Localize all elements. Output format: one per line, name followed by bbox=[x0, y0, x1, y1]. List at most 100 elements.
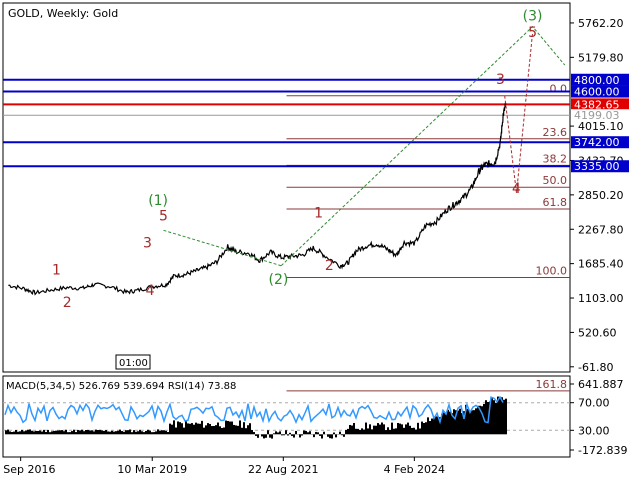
indicator-panel-frame bbox=[2, 375, 571, 458]
macd-histogram-bar bbox=[457, 410, 459, 435]
wave-label: 5 bbox=[528, 25, 537, 41]
macd-histogram-bar bbox=[223, 427, 225, 435]
macd-histogram-bar bbox=[59, 430, 61, 435]
macd-histogram-bar bbox=[143, 432, 145, 435]
macd-histogram-bar bbox=[79, 430, 81, 435]
fib-level-label: 0.0 bbox=[550, 83, 568, 96]
macd-histogram-bar bbox=[293, 434, 295, 438]
macd-histogram-bar bbox=[103, 430, 105, 435]
macd-histogram-bar bbox=[221, 427, 223, 435]
macd-histogram-bar bbox=[363, 429, 365, 435]
macd-histogram-bar bbox=[201, 420, 203, 435]
macd-histogram-bar bbox=[331, 434, 333, 439]
macd-histogram-bar bbox=[279, 431, 281, 435]
y-axis-tick-label: 2850.20 bbox=[578, 189, 624, 202]
price-tag-label: 3335.00 bbox=[574, 160, 620, 173]
macd-histogram-bar bbox=[253, 432, 255, 435]
price-tag-label: 4199.03 bbox=[574, 109, 620, 122]
macd-histogram-bar bbox=[35, 430, 37, 435]
macd-histogram-bar bbox=[475, 408, 477, 435]
macd-histogram-bar bbox=[227, 420, 229, 435]
macd-histogram-bar bbox=[41, 431, 43, 435]
macd-histogram-bar bbox=[291, 434, 293, 436]
macd-histogram-bar bbox=[25, 430, 27, 435]
macd-histogram-bar bbox=[163, 430, 165, 435]
macd-histogram-bar bbox=[199, 423, 201, 435]
macd-histogram-bar bbox=[333, 432, 335, 435]
price-tag-box bbox=[571, 73, 629, 86]
macd-histogram-bar bbox=[273, 433, 275, 435]
macd-histogram-bar bbox=[131, 432, 133, 435]
macd-histogram-bar bbox=[189, 423, 191, 435]
macd-histogram-bar bbox=[387, 427, 389, 435]
macd-histogram-bar bbox=[263, 434, 265, 439]
macd-histogram-bar bbox=[421, 421, 423, 435]
macd-histogram-bar bbox=[237, 425, 239, 435]
macd-histogram-bar bbox=[133, 430, 135, 435]
macd-histogram-bar bbox=[193, 424, 195, 435]
macd-histogram-bar bbox=[343, 434, 345, 437]
wave-label: 5 bbox=[159, 208, 168, 224]
wave-label: 4 bbox=[512, 181, 521, 197]
price-tag-box bbox=[571, 85, 629, 98]
macd-histogram-bar bbox=[81, 429, 83, 435]
indicator-plot-layer bbox=[3, 395, 570, 439]
x-axis-tick-label: 10 Mar 2019 bbox=[117, 463, 187, 476]
macd-histogram-bar bbox=[415, 429, 417, 435]
macd-histogram-bar bbox=[321, 434, 323, 439]
macd-histogram-bar bbox=[425, 422, 427, 435]
macd-histogram-bar bbox=[271, 434, 273, 439]
macd-histogram-bar bbox=[315, 431, 317, 435]
macd-histogram-bar bbox=[401, 424, 403, 435]
macd-histogram-bar bbox=[313, 434, 315, 438]
macd-histogram-bar bbox=[141, 431, 143, 435]
macd-histogram-bar bbox=[127, 430, 129, 435]
price-tag-label: 4800.00 bbox=[574, 74, 620, 87]
macd-histogram-bar bbox=[295, 430, 297, 435]
macd-histogram-bar bbox=[349, 424, 351, 435]
macd-histogram-bar bbox=[53, 430, 55, 435]
wave-label: (2) bbox=[269, 272, 289, 288]
macd-histogram-bar bbox=[261, 434, 263, 437]
macd-histogram-bar bbox=[377, 423, 379, 435]
macd-histogram-bar bbox=[129, 429, 131, 435]
macd-histogram-bar bbox=[465, 404, 467, 435]
fib-level-label: 161.8 bbox=[536, 378, 568, 391]
macd-histogram-bar bbox=[185, 421, 187, 435]
macd-histogram-bar bbox=[467, 408, 469, 435]
macd-histogram-bar bbox=[485, 400, 487, 435]
macd-histogram-bar bbox=[61, 430, 63, 435]
wave-projection-line bbox=[504, 32, 534, 194]
macd-histogram-bar bbox=[89, 430, 91, 435]
macd-histogram-bar bbox=[287, 434, 289, 436]
macd-histogram-bar bbox=[173, 420, 175, 435]
indicator-axis-label: 641.887 bbox=[578, 378, 624, 391]
macd-histogram-bar bbox=[191, 423, 193, 435]
macd-histogram-bar bbox=[407, 422, 409, 435]
macd-histogram-bar bbox=[197, 423, 199, 435]
macd-histogram-bar bbox=[267, 430, 269, 435]
macd-histogram-bar bbox=[7, 429, 9, 435]
macd-histogram-bar bbox=[47, 429, 49, 435]
macd-histogram-bar bbox=[171, 424, 173, 435]
macd-histogram-bar bbox=[125, 430, 127, 435]
y-axis-tick-label: 4015.10 bbox=[578, 120, 624, 133]
macd-histogram-bar bbox=[493, 400, 495, 435]
macd-histogram-bar bbox=[87, 429, 89, 435]
macd-histogram-bar bbox=[209, 423, 211, 435]
price-tag-label: 4600.00 bbox=[574, 86, 620, 99]
macd-histogram-bar bbox=[397, 422, 399, 435]
macd-histogram-bar bbox=[409, 425, 411, 435]
price-series-line bbox=[8, 102, 507, 296]
macd-histogram-bar bbox=[385, 430, 387, 435]
macd-histogram-bar bbox=[463, 411, 465, 435]
macd-histogram-bar bbox=[215, 425, 217, 435]
macd-histogram-bar bbox=[413, 427, 415, 435]
macd-histogram-bar bbox=[479, 405, 481, 435]
indicator-axis-label: 70.00 bbox=[578, 397, 610, 410]
macd-histogram-bar bbox=[99, 429, 101, 435]
macd-histogram-bar bbox=[69, 432, 71, 435]
wave-label: 1 bbox=[314, 205, 323, 221]
macd-histogram-bar bbox=[39, 430, 41, 435]
macd-histogram-bar bbox=[419, 428, 421, 435]
